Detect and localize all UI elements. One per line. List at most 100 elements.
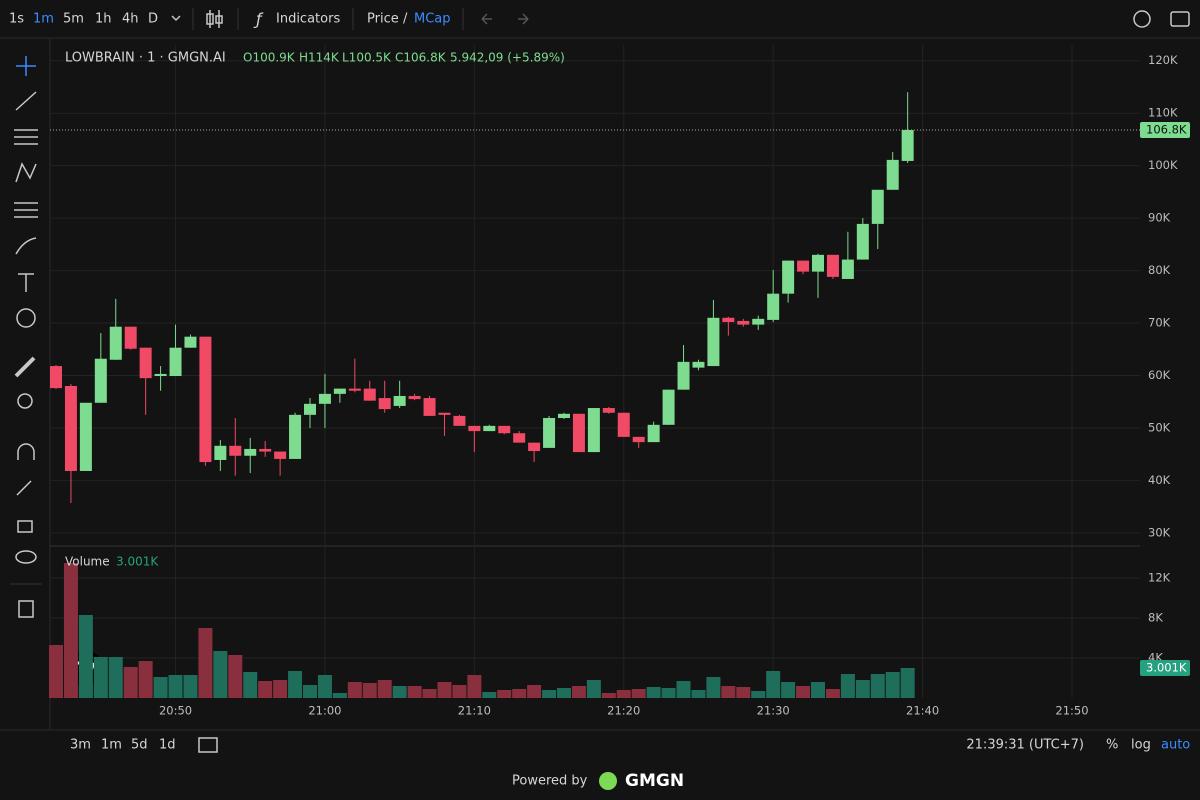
interval-dropdown[interactable] [171, 15, 181, 22]
screenshot[interactable] [1170, 11, 1190, 27]
candle-body [662, 389, 675, 425]
settings[interactable] [1133, 10, 1151, 28]
volume-bar [751, 691, 766, 698]
candle-body [438, 412, 451, 415]
candle-body [363, 388, 376, 401]
text-tool[interactable] [18, 273, 34, 292]
percent-toggle[interactable]: % [1106, 738, 1118, 753]
volume-bar [49, 645, 63, 698]
volume-bar [706, 677, 721, 698]
volume-bar [676, 681, 691, 698]
volume-bar [78, 615, 93, 698]
brush-tool[interactable] [15, 237, 37, 255]
candle-body [722, 317, 735, 322]
magnet-tool[interactable] [17, 443, 35, 460]
candle-body [782, 260, 795, 294]
candle-body [602, 408, 615, 413]
range-button[interactable]: 5d [131, 738, 148, 753]
interval-button[interactable]: D [148, 12, 158, 27]
range-button[interactable]: 3m [70, 738, 91, 753]
y-tick-label: 40K [1148, 473, 1171, 487]
zoom-tool[interactable] [17, 393, 33, 409]
lock-drawing-tool[interactable] [16, 480, 32, 496]
range-button[interactable]: 1d [159, 738, 176, 753]
candle-body [378, 398, 391, 410]
candle-body [617, 412, 630, 437]
auto-toggle[interactable]: auto [1161, 738, 1190, 753]
powered-by: Powered by [512, 774, 588, 789]
y-tick-label: 70K [1148, 316, 1171, 330]
candle-body [408, 395, 421, 400]
candle-body [274, 451, 287, 459]
volume-bar [482, 692, 497, 698]
fib-tool[interactable] [14, 129, 38, 145]
x-tick-label: 21:10 [458, 704, 491, 718]
volume-bar [840, 674, 855, 698]
candle-body [289, 414, 302, 459]
emoji-tool[interactable] [16, 308, 36, 328]
symbol: LOWBRAIN · 1 · GMGN.AI [65, 51, 226, 66]
candle-body [901, 129, 914, 161]
price-toggle[interactable]: Price [367, 12, 399, 27]
redo[interactable] [518, 13, 529, 25]
volume-bar [571, 686, 586, 698]
y-tick-label: 50K [1148, 420, 1171, 434]
ohlc-low: L100.5K [342, 51, 392, 65]
volume-bar [347, 682, 362, 698]
last-price-badge [1140, 121, 1190, 138]
volume-bar [452, 685, 467, 698]
last-price-label: 106.8K [1146, 122, 1187, 136]
candle-body [841, 259, 854, 279]
volume-bar [437, 682, 452, 698]
candle-body [797, 260, 810, 272]
volume-bar [900, 667, 915, 698]
indicators-button[interactable]: Indicators [276, 12, 340, 27]
lock-tool[interactable] [17, 520, 33, 533]
volume-bar [377, 680, 392, 698]
volume-bar [885, 672, 900, 698]
interval-button[interactable]: 5m [63, 12, 84, 27]
volume-bar [213, 651, 228, 698]
candle-body [154, 373, 167, 377]
candle-body [109, 326, 122, 360]
volume-bar [631, 689, 646, 698]
chart-type-button[interactable] [206, 10, 223, 28]
candle-body [886, 159, 899, 190]
candle-body [677, 361, 690, 390]
candle-body [737, 320, 750, 325]
candle-body [214, 445, 227, 460]
clock: 21:39:31 (UTC+7) [966, 738, 1084, 753]
delete-tool[interactable] [18, 600, 34, 618]
gmgn-logo [599, 772, 617, 790]
pattern-tool[interactable] [15, 162, 37, 183]
projection-tool[interactable] [14, 202, 38, 218]
volume-bar [332, 693, 347, 698]
interval-button[interactable]: 1m [33, 12, 54, 27]
mcap-toggle[interactable]: MCap [414, 12, 451, 27]
candle-body [124, 326, 137, 349]
ruler-tool[interactable] [14, 356, 36, 378]
volume-bar [736, 687, 751, 698]
volume-bar [825, 689, 840, 698]
log-toggle[interactable]: log [1131, 738, 1151, 753]
volume-bar [108, 657, 123, 698]
interval-button[interactable]: 4h [122, 12, 139, 27]
undo[interactable] [481, 13, 492, 25]
range-button[interactable]: 1m [101, 738, 122, 753]
volume-bar [153, 677, 168, 698]
volume-bar [123, 667, 138, 698]
candle-body [393, 395, 406, 406]
interval-button[interactable]: 1h [95, 12, 112, 27]
candle-body [79, 402, 92, 471]
y-tick-label: 90K [1148, 211, 1171, 225]
date-range-icon[interactable] [198, 737, 218, 753]
volume-bar [497, 690, 512, 698]
last-volume-label: 3.001K [1146, 660, 1187, 674]
trend-line-tool[interactable] [15, 91, 37, 111]
crosshair-tool[interactable] [16, 56, 36, 76]
visibility-tool[interactable] [15, 550, 37, 564]
candle-body [871, 189, 884, 224]
y-tick-label: 30K [1148, 525, 1171, 539]
interval-button[interactable]: 1s [9, 12, 24, 27]
volume-bar [243, 672, 258, 698]
